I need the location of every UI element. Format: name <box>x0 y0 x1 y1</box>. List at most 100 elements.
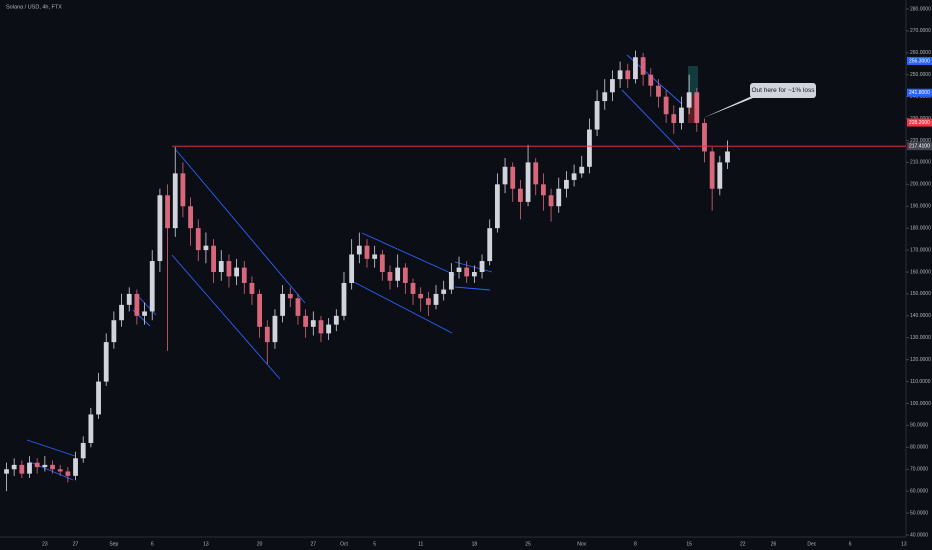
callout-box <box>750 83 816 98</box>
callout-text: Out here for ~1% loss <box>751 87 815 94</box>
candle-body <box>702 122 707 152</box>
candle-body <box>533 162 539 185</box>
position-profit <box>688 66 698 95</box>
candle-body <box>625 70 631 80</box>
price-label: 228.2000 <box>909 120 930 126</box>
candle-body <box>487 228 493 262</box>
x-tick-label: 27 <box>311 541 317 547</box>
x-tick-label: 27 <box>73 541 79 547</box>
candle-body <box>203 245 209 251</box>
candle-body <box>356 245 362 255</box>
candle-body <box>149 261 155 312</box>
trend-line <box>135 293 157 316</box>
candle-body <box>395 267 401 281</box>
x-tick-label: 25 <box>525 541 531 547</box>
x-tick-label: 8 <box>634 541 637 547</box>
candle-body <box>257 293 263 327</box>
y-tick-label: 180.0000 <box>910 225 931 231</box>
x-tick-label: 18 <box>472 541 478 547</box>
y-tick-label: 110.0000 <box>910 379 931 385</box>
y-tick-label: 90.0000 <box>910 423 928 429</box>
candle-body <box>602 92 608 102</box>
x-tick-label: 13 <box>203 541 209 547</box>
candle-body <box>134 293 140 316</box>
price-label: 241.8000 <box>909 90 930 96</box>
candle-body <box>433 293 439 305</box>
candle-body <box>303 315 309 327</box>
x-tick-label: 15 <box>686 541 692 547</box>
y-tick-label: 120.0000 <box>910 357 931 363</box>
candle-body <box>310 320 316 327</box>
candle-body <box>287 293 293 299</box>
callout-pointer <box>703 96 758 118</box>
candle-body <box>218 261 224 272</box>
candle-body <box>19 464 25 474</box>
y-tick-label: 210.0000 <box>910 160 931 166</box>
candle-body <box>65 471 71 476</box>
candle-body <box>27 462 32 474</box>
candle-body <box>510 166 516 189</box>
candle-body <box>418 293 424 299</box>
position-loss <box>688 95 698 123</box>
x-tick-label: 23 <box>42 541 48 547</box>
price-label-box <box>907 88 932 97</box>
candle-body <box>241 267 247 283</box>
trend-line <box>454 286 491 291</box>
candle-body <box>564 179 569 189</box>
y-tick-label: 100.0000 <box>910 401 931 407</box>
candle-body <box>541 184 546 196</box>
candle-body <box>425 298 431 305</box>
y-tick-label: 170.0000 <box>910 247 931 253</box>
price-label-box <box>907 118 932 127</box>
candle-body <box>648 74 654 86</box>
price-label: 217.4100 <box>909 144 930 150</box>
y-tick-label: 130.0000 <box>910 335 931 341</box>
candle-body <box>264 326 270 343</box>
candle-body <box>111 320 117 343</box>
x-tick-label: 26 <box>771 541 777 547</box>
candle-body <box>502 166 508 185</box>
candle-body <box>157 195 163 262</box>
candle-body <box>548 195 554 207</box>
x-tick-label: 6 <box>849 541 852 547</box>
candle-body <box>517 188 523 202</box>
price-label-box <box>907 56 932 65</box>
y-tick-label: 270.0000 <box>910 28 931 34</box>
candle-body <box>471 272 477 277</box>
candle-body <box>34 462 40 468</box>
candle-body <box>694 92 700 123</box>
candle-body <box>188 206 193 229</box>
trend-line <box>621 89 681 151</box>
y-tick-label: 80.0000 <box>910 445 928 451</box>
candle-body <box>50 464 55 470</box>
candle-body <box>280 293 286 316</box>
candle-body <box>617 70 623 80</box>
x-tick-label: Oct <box>340 541 348 547</box>
candle-body <box>556 188 562 207</box>
candle-body <box>11 464 17 470</box>
y-tick-label: 240.0000 <box>910 94 931 100</box>
candle-body <box>610 79 615 93</box>
candle-body <box>142 311 147 316</box>
y-tick-label: 250.0000 <box>910 72 931 78</box>
candle-body <box>119 304 124 321</box>
candle-body <box>640 57 646 75</box>
candle-body <box>234 267 239 277</box>
y-tick-label: 40.0000 <box>910 532 928 538</box>
price-label: 256.3000 <box>909 58 930 64</box>
candle-body <box>96 381 101 415</box>
candle-body <box>725 151 730 163</box>
trend-line <box>349 279 453 334</box>
y-tick-label: 150.0000 <box>910 291 931 297</box>
y-tick-label: 70.0000 <box>910 467 928 473</box>
trend-line <box>26 439 76 457</box>
candle-body <box>594 101 600 130</box>
candle-body <box>364 245 370 259</box>
candle-body <box>686 92 692 108</box>
candle-body <box>456 267 462 272</box>
y-tick-label: 50.0000 <box>910 510 928 516</box>
candle-body <box>80 442 86 459</box>
y-tick-label: 280.0000 <box>910 6 931 12</box>
candle-body <box>165 195 170 229</box>
candle-body <box>441 289 447 294</box>
